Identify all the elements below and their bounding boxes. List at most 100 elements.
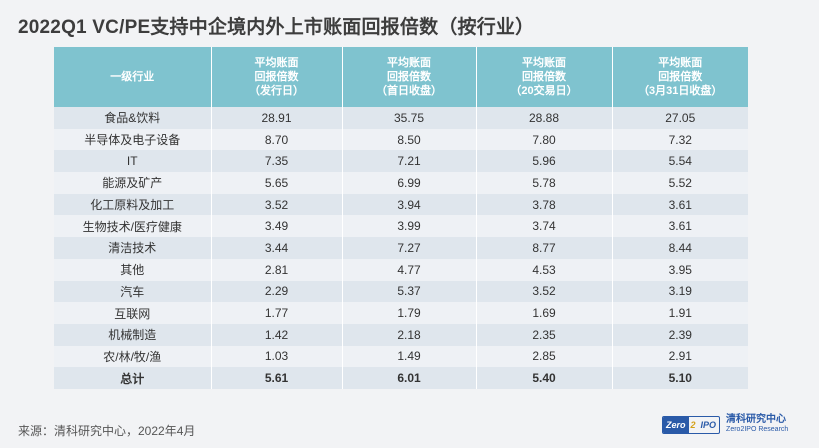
industry-cell: IT xyxy=(54,150,212,173)
header-line: 一级行业 xyxy=(110,71,155,83)
industry-cell: 生物技术/医疗健康 xyxy=(54,215,212,238)
value-cell: 28.88 xyxy=(476,107,613,129)
header-multiple-3: 平均账面 回报倍数 （20交易日） xyxy=(476,47,613,107)
value-cell: 1.69 xyxy=(476,302,613,324)
total-row: 总计 5.61 6.01 5.40 5.10 xyxy=(54,367,748,389)
value-cell: 35.75 xyxy=(342,107,477,129)
industry-cell: 食品&饮料 xyxy=(54,107,212,129)
value-cell: 5.37 xyxy=(342,280,477,303)
value-cell: 1.79 xyxy=(342,302,477,324)
industry-cell: 清洁技术 xyxy=(54,237,212,259)
value-cell: 5.96 xyxy=(476,150,613,173)
value-cell: 2.18 xyxy=(342,323,477,346)
logo-text: 清科研究中心 Zero2IPO Research xyxy=(726,415,788,435)
industry-cell: 农/林/牧/渔 xyxy=(54,345,212,368)
value-cell: 5.78 xyxy=(476,172,613,194)
table-row: 化工原料及加工 3.52 3.94 3.78 3.61 xyxy=(54,193,748,216)
table-row: 能源及矿产 5.65 6.99 5.78 5.52 xyxy=(54,172,748,194)
value-cell: 1.91 xyxy=(612,302,748,324)
total-value-cell: 5.10 xyxy=(612,367,748,389)
header-multiple-1: 平均账面回报倍数 （发行日） xyxy=(211,47,343,107)
value-cell: 3.19 xyxy=(612,280,748,303)
table-row: 半导体及电子设备 8.70 8.50 7.80 7.32 xyxy=(54,128,748,151)
logo-badge: Zero 2 IPO xyxy=(662,416,721,434)
value-cell: 3.52 xyxy=(211,193,343,216)
value-cell: 1.03 xyxy=(211,345,343,368)
value-cell: 4.53 xyxy=(476,258,613,281)
value-cell: 2.39 xyxy=(612,323,748,346)
value-cell: 2.91 xyxy=(612,345,748,368)
value-cell: 5.52 xyxy=(612,172,748,194)
total-label-cell: 总计 xyxy=(54,367,212,389)
table-row: 食品&饮料 28.91 35.75 28.88 27.05 xyxy=(54,107,748,129)
value-cell: 2.35 xyxy=(476,323,613,346)
industry-cell: 汽车 xyxy=(54,280,212,303)
value-cell: 3.94 xyxy=(342,193,477,216)
header-line: （发行日） xyxy=(249,85,304,97)
table-row: 互联网 1.77 1.79 1.69 1.91 xyxy=(54,302,748,324)
source-note: 来源：清科研究中心，2022年4月 xyxy=(18,424,196,438)
page-title: 2022Q1 VC/PE支持中企境内外上市账面回报倍数（按行业） xyxy=(18,17,535,38)
header-multiple-4: 平均账面 回报倍数 （3月31日收盘） xyxy=(612,47,748,107)
value-cell: 8.50 xyxy=(342,128,477,151)
value-cell: 1.77 xyxy=(211,302,343,324)
return-multiple-table: 一级行业 平均账面 回报倍数 （发行日） 平均账面 回报倍数 （首日收盘） 平均账面 回报倍数 （… xyxy=(54,47,748,389)
value-cell: 6.99 xyxy=(342,172,477,194)
value-cell: 3.44 xyxy=(211,237,343,259)
value-cell: 8.70 xyxy=(211,128,343,151)
table-row: 汽车 2.29 5.37 3.52 3.19 xyxy=(54,280,748,303)
value-cell: 3.74 xyxy=(476,215,613,238)
logo-name-cn: 清科研究中心 xyxy=(726,414,787,425)
total-value-cell: 5.40 xyxy=(476,367,613,389)
value-cell: 3.49 xyxy=(211,215,343,238)
header-line: 平均账面 xyxy=(387,57,431,69)
value-cell: 2.29 xyxy=(211,280,343,303)
value-cell: 3.99 xyxy=(342,215,477,238)
value-cell: 27.05 xyxy=(612,107,748,129)
value-cell: 3.61 xyxy=(612,215,748,238)
value-cell: 8.44 xyxy=(612,237,748,259)
header-line: 回报倍数 xyxy=(522,71,566,83)
value-cell: 4.77 xyxy=(342,258,477,281)
industry-cell: 其他 xyxy=(54,258,212,281)
logo-name-en: Zero2IPO Research xyxy=(726,426,789,433)
value-cell: 7.32 xyxy=(612,128,748,151)
table-row: 生物技术/医疗健康 3.49 3.99 3.74 3.61 xyxy=(54,215,748,238)
header-line: 回报倍数 xyxy=(254,71,299,83)
industry-cell: 能源及矿产 xyxy=(54,172,212,194)
logo-badge-zero: Zero xyxy=(663,417,689,433)
value-cell: 3.52 xyxy=(476,280,613,303)
header-line: （首日收盘） xyxy=(376,85,442,97)
total-value-cell: 5.61 xyxy=(211,367,343,389)
header-line: 平均账面 xyxy=(658,57,703,69)
value-cell: 3.78 xyxy=(476,193,613,216)
header-line: 回报倍数 xyxy=(387,71,431,83)
value-cell: 7.80 xyxy=(476,128,613,151)
value-cell: 5.54 xyxy=(612,150,748,173)
value-cell: 2.81 xyxy=(211,258,343,281)
table-row: 其他 2.81 4.77 4.53 3.95 xyxy=(54,258,748,281)
table-row: 清洁技术 3.44 7.27 8.77 8.44 xyxy=(54,237,748,259)
logo-badge-two: 2 xyxy=(690,420,696,430)
table-row: 机械制造 1.42 2.18 2.35 2.39 xyxy=(54,323,748,346)
industry-cell: 机械制造 xyxy=(54,323,212,346)
value-cell: 28.91 xyxy=(211,107,343,129)
header-line: 平均账面 xyxy=(522,57,566,69)
value-cell: 5.65 xyxy=(211,172,343,194)
value-cell: 1.42 xyxy=(211,323,343,346)
table-row: 农/林/牧/渔 1.03 1.49 2.85 2.91 xyxy=(54,345,748,368)
industry-cell: 化工原料及加工 xyxy=(54,193,212,216)
header-line: 平均账面 xyxy=(254,57,299,69)
total-value-cell: 6.01 xyxy=(342,367,477,389)
table-row: IT 7.35 7.21 5.96 5.54 xyxy=(54,150,748,173)
industry-cell: 互联网 xyxy=(54,302,212,324)
header-line: （3月31日收盘） xyxy=(638,85,723,97)
value-cell: 8.77 xyxy=(476,237,613,259)
value-cell: 3.61 xyxy=(612,193,748,216)
table-header: 一级行业 平均账面 回报倍数 （发行日） 平均账面 回报倍数 （首日收盘） 平均账面 回报倍数 （… xyxy=(54,47,748,107)
header-multiple-2: 平均账面回报倍数 （首日收盘） xyxy=(342,47,477,107)
logo-badge-ipo: IPO xyxy=(700,420,717,430)
value-cell: 2.85 xyxy=(476,345,613,368)
header-industry: 一级行业 xyxy=(54,47,212,107)
value-cell: 1.49 xyxy=(342,345,477,368)
